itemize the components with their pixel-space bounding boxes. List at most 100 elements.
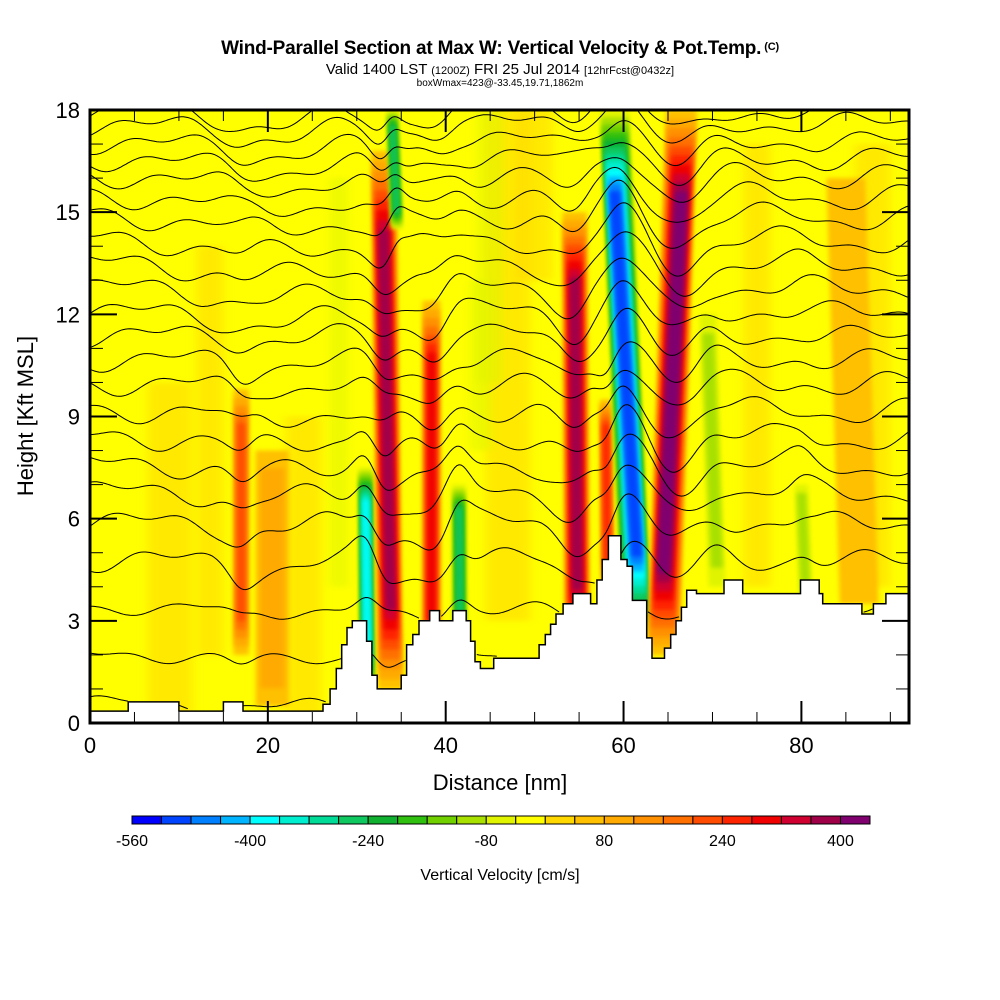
y-tick-label: 18 (56, 98, 80, 123)
isentrope-line (90, 166, 909, 223)
heatmap-wash (743, 144, 771, 587)
box-info: boxWmax=423@-33.45,19.71,1862m (416, 78, 584, 89)
colorbar-swatch (456, 815, 487, 825)
y-axis: 0 3 6 9 12 15 18 (56, 98, 909, 736)
weak-downdraft-band (796, 492, 811, 596)
y-tick-label: 15 (56, 200, 80, 225)
heatmap-features (233, 110, 879, 706)
updraft-band (657, 191, 688, 574)
colorbar: -560 -400 -240 -80 80 240 400 (116, 815, 871, 850)
colorbar-swatch (249, 815, 281, 825)
isentrope-line (90, 493, 909, 558)
colorbar-swatch (308, 815, 340, 825)
y-tick-label: 12 (56, 302, 80, 327)
valid-time: Valid 1400 LST (325, 61, 428, 78)
colorbar-swatch (603, 815, 635, 825)
isentrope-line (90, 202, 909, 277)
colorbar-tick-label: 240 (709, 833, 736, 850)
x-tick-label: 40 (433, 733, 457, 758)
heatmap-wash (147, 382, 193, 723)
heatmap-wash (285, 416, 322, 723)
y-tick-label: 0 (68, 711, 80, 736)
colorbar-swatch (751, 815, 782, 825)
isentrope-line (90, 110, 909, 148)
updraft-band (237, 423, 245, 622)
colorbar-swatch (338, 815, 369, 825)
isentrope-line (90, 535, 909, 591)
colorbar-swatch (515, 815, 546, 825)
isentrope-line (90, 157, 909, 203)
downdraft-band (389, 126, 400, 214)
colorbar-swatch (397, 815, 428, 825)
isentrope-contours (90, 110, 909, 710)
colorbar-tick-label: -400 (234, 833, 266, 850)
colorbar-swatch (426, 815, 458, 825)
valid-time-utc: (1200Z) (431, 65, 470, 77)
isentrope-line (90, 385, 909, 439)
isentrope-line (90, 110, 883, 133)
x-tick-label: 60 (611, 733, 635, 758)
colorbar-swatch (131, 815, 163, 825)
isentrope-line (90, 695, 326, 710)
colorbar-swatch (692, 815, 723, 825)
isentrope-line (90, 341, 909, 385)
isentrope-line (90, 257, 909, 320)
chart-title-text: Wind-Parallel Section at Max W: Vertical… (221, 38, 762, 59)
colorbar-tick-label: 400 (827, 833, 854, 850)
colorbar-tick-label: -80 (475, 833, 498, 850)
chart-subtitle: Valid 1400 LST (1200Z) FRI 25 Jul 2014 [… (0, 61, 1000, 78)
isentrope-line (90, 280, 909, 346)
isentrope-line (90, 120, 909, 167)
heatmap-wash (470, 280, 493, 451)
colorbar-swatch (810, 815, 841, 825)
colorbar-tick-label: -240 (352, 833, 384, 850)
isentrope-line (90, 433, 909, 497)
colorbar-title: Vertical Velocity [cm/s] (420, 867, 579, 884)
downdraft-band (362, 500, 371, 657)
colorbar-swatch (662, 815, 694, 825)
terrain (90, 534, 909, 723)
updraft-band (427, 352, 436, 620)
y-axis-title: Height [Kft MSL] (13, 336, 38, 496)
colorbar-swatch (161, 815, 192, 825)
x-axis-title: Distance [nm] (433, 770, 568, 795)
chart-title: Wind-Parallel Section at Max W: Vertical… (0, 38, 1000, 60)
y-tick-label: 6 (68, 507, 80, 532)
y-tick-label: 3 (68, 609, 80, 634)
updraft-band (569, 277, 583, 590)
isentrope-line (90, 179, 909, 249)
weak-updraft-band (260, 468, 285, 689)
colorbar-swatch (279, 815, 310, 825)
isentrope-line (90, 404, 909, 473)
isentrope-line (90, 231, 909, 297)
colorbar-swatch (780, 815, 812, 825)
colorbar-swatch (220, 815, 251, 825)
x-tick-label: 0 (84, 733, 96, 758)
plot-area (90, 110, 909, 723)
colorbar-swatch (485, 815, 517, 825)
colorbar-swatch (721, 815, 753, 825)
colorbar-swatch (633, 815, 664, 825)
isentrope-line (90, 368, 909, 406)
colorbar-swatch (574, 815, 605, 825)
x-axis: 0 20 40 60 80 (84, 110, 891, 758)
forecast-info: [12hrFcst@0432z] (584, 65, 675, 77)
copyright-mark: (C) (764, 41, 779, 53)
isentrope-line (90, 142, 909, 186)
valid-date: FRI 25 Jul 2014 (473, 61, 580, 78)
colorbar-swatch (367, 815, 399, 825)
heatmap-wash (196, 246, 224, 655)
colorbar-swatch (190, 815, 222, 825)
colorbar-tick-label: -560 (116, 833, 148, 850)
isentrope-line (90, 307, 909, 363)
y-tick-label: 9 (68, 405, 80, 430)
colorbar-tick-label: 80 (595, 833, 613, 850)
x-tick-label: 80 (789, 733, 813, 758)
isentrope-line (90, 596, 873, 620)
x-tick-label: 20 (256, 733, 280, 758)
isentrope-line (90, 464, 909, 523)
colorbar-swatch (544, 815, 576, 825)
weak-downdraft-band (702, 333, 723, 568)
heatmap-wash (330, 178, 348, 587)
